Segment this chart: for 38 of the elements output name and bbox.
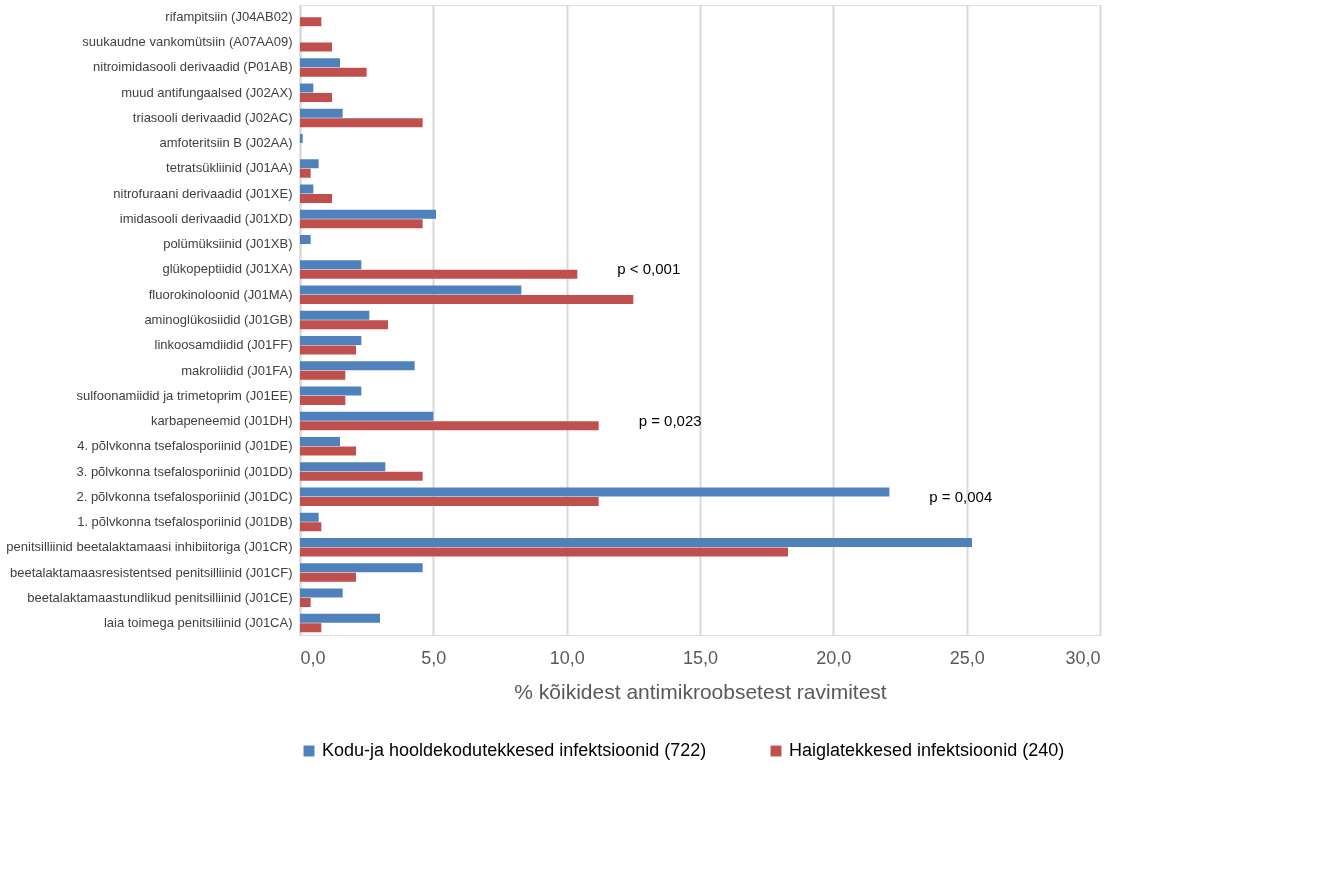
y-tick-label: beetalaktamaastundlikud penitsilliinid (J01CE) [27, 589, 293, 605]
y-tick-label: imidasooli derivaadid (J01XD) [119, 211, 293, 226]
y-tick-label: aminoglükosiidid (J01GB) [144, 312, 293, 327]
legend-label: Haiglatekkesed infektsioonid (240) [789, 740, 1065, 760]
y-tick-label: linkoosamdiidid (J01FF) [154, 337, 293, 353]
y-tick-label: rifampitsiin (J04AB02) [165, 8, 293, 24]
x-tick-label: 0,0 [300, 647, 326, 668]
annotation: p < 0,001 [617, 260, 681, 278]
y-tick-label: sulfoonamiidid ja trimetoprim (J01EE) [76, 387, 293, 403]
annotation: p = 0,004 [929, 487, 993, 505]
y-tick-label: karbapeneemid (J01DH) [150, 413, 293, 428]
y-tick-label: nitrofuraani derivaadid (J01XE) [113, 185, 293, 201]
y-tick-label: triasooli derivaadid (J02AC) [132, 110, 293, 125]
x-tick-label: 25,0 [949, 647, 985, 668]
y-tick-label: beetalaktamaasresistentsed penitsilliinid (J01CF) [9, 564, 293, 580]
y-tick-label: nitroimidasooli derivaadid (P01AB) [93, 59, 293, 75]
y-tick-label: amfoteritsiin B (J02AA) [159, 135, 293, 151]
x-tick-label: 10,0 [549, 647, 585, 668]
x-tick-label: 30,0 [1065, 647, 1101, 668]
y-tick-label: 3. põlvkonna tsefalosporiinid (J01DD) [76, 463, 293, 479]
y-tick-label: 4. põlvkonna tsefalosporiinid (J01DE) [77, 438, 293, 454]
annotation: p = 0,023 [638, 412, 702, 429]
y-tick-label: glükopeptiidid (J01XA) [162, 261, 293, 277]
y-tick-label: penitsilliinid beetalaktamaasi inhibiitoriga (J01CR) [6, 539, 293, 555]
y-tick-label: polümüksiinid (J01XB) [163, 236, 293, 252]
y-tick-label: makroliidid (J01FA) [181, 362, 293, 378]
y-tick-label: suukaudne vankomütsiin (A07AA09) [82, 34, 293, 50]
y-tick-label: fluorokinoloonid (J01MA) [148, 286, 293, 302]
y-tick-label: 2. põlvkonna tsefalosporiinid (J01DC) [76, 488, 293, 504]
y-tick-label: tetratsükliinid (J01AA) [166, 160, 293, 176]
legend-label: Kodu-ja hooldekodutekkesed infektsioonid (722) [322, 740, 707, 760]
y-tick-label: laia toimega penitsiliinid (J01CA) [103, 615, 293, 631]
x-axis-title: % kõikidest antimikroobsetest ravimitest [514, 679, 887, 703]
x-tick-label: 5,0 [421, 647, 447, 668]
x-tick-label: 15,0 [682, 647, 719, 668]
y-tick-label: 1. põlvkonna tsefalosporiinid (J01DB) [77, 514, 293, 529]
x-tick-label: 20,0 [816, 647, 852, 668]
y-tick-label: muud antifungaalsed (J02AX) [121, 84, 293, 100]
